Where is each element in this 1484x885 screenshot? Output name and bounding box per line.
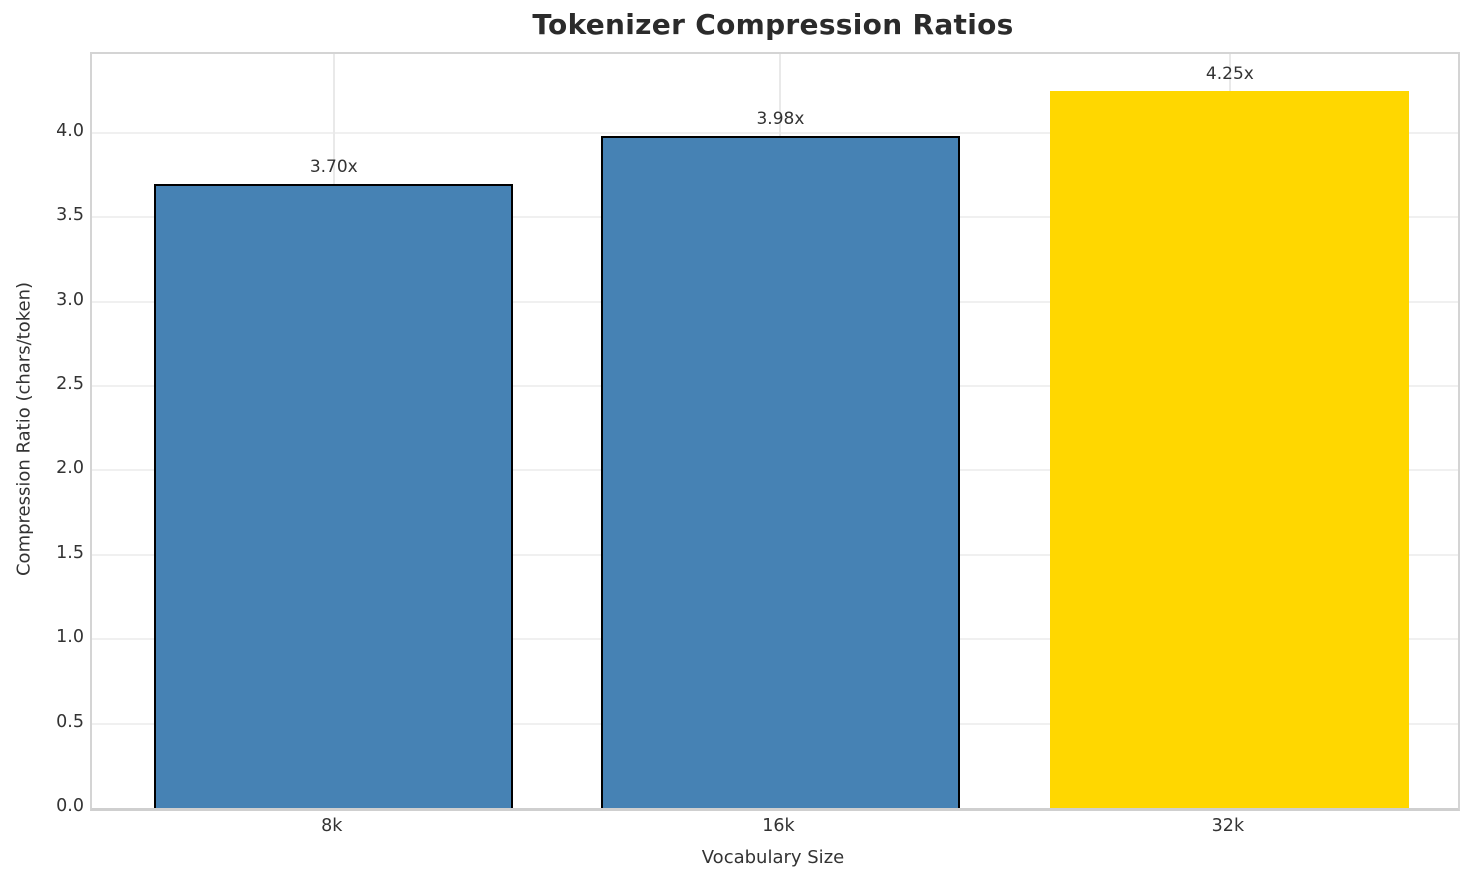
x-tick-label-8k: 8k [321,816,343,836]
bar-value-label: 3.70x [309,156,358,177]
plot-area: 3.70x 3.98x 4.25x [90,52,1460,811]
y-tick-label: 4.0 [56,120,84,141]
y-tick-label: 0.0 [56,796,84,816]
y-tick-label: 2.5 [56,374,84,395]
y-tick-label: 1.5 [56,542,84,563]
x-tick-label-32k: 32k [1211,816,1245,836]
y-tick-label: 0.5 [56,711,84,732]
y-tick-label: 3.0 [56,289,84,310]
chart-title: Tokenizer Compression Ratios [532,8,1014,41]
gridline-horizontal [92,131,1458,134]
x-axis-label: Vocabulary Size [701,847,845,868]
bar-value-label: 3.98x [756,109,805,130]
y-tick-label: 3.5 [56,205,84,226]
x-tick-label-16k: 16k [762,816,795,836]
bar-16k [600,136,960,808]
y-axis-label: Compression Ratio (chars/token) [13,281,35,577]
y-tick-label: 1.0 [56,627,84,648]
bar-8k [154,183,514,808]
bar-32k [1050,90,1410,808]
y-tick-label: 2.0 [56,458,84,479]
bar-value-label: 4.25x [1205,63,1254,84]
